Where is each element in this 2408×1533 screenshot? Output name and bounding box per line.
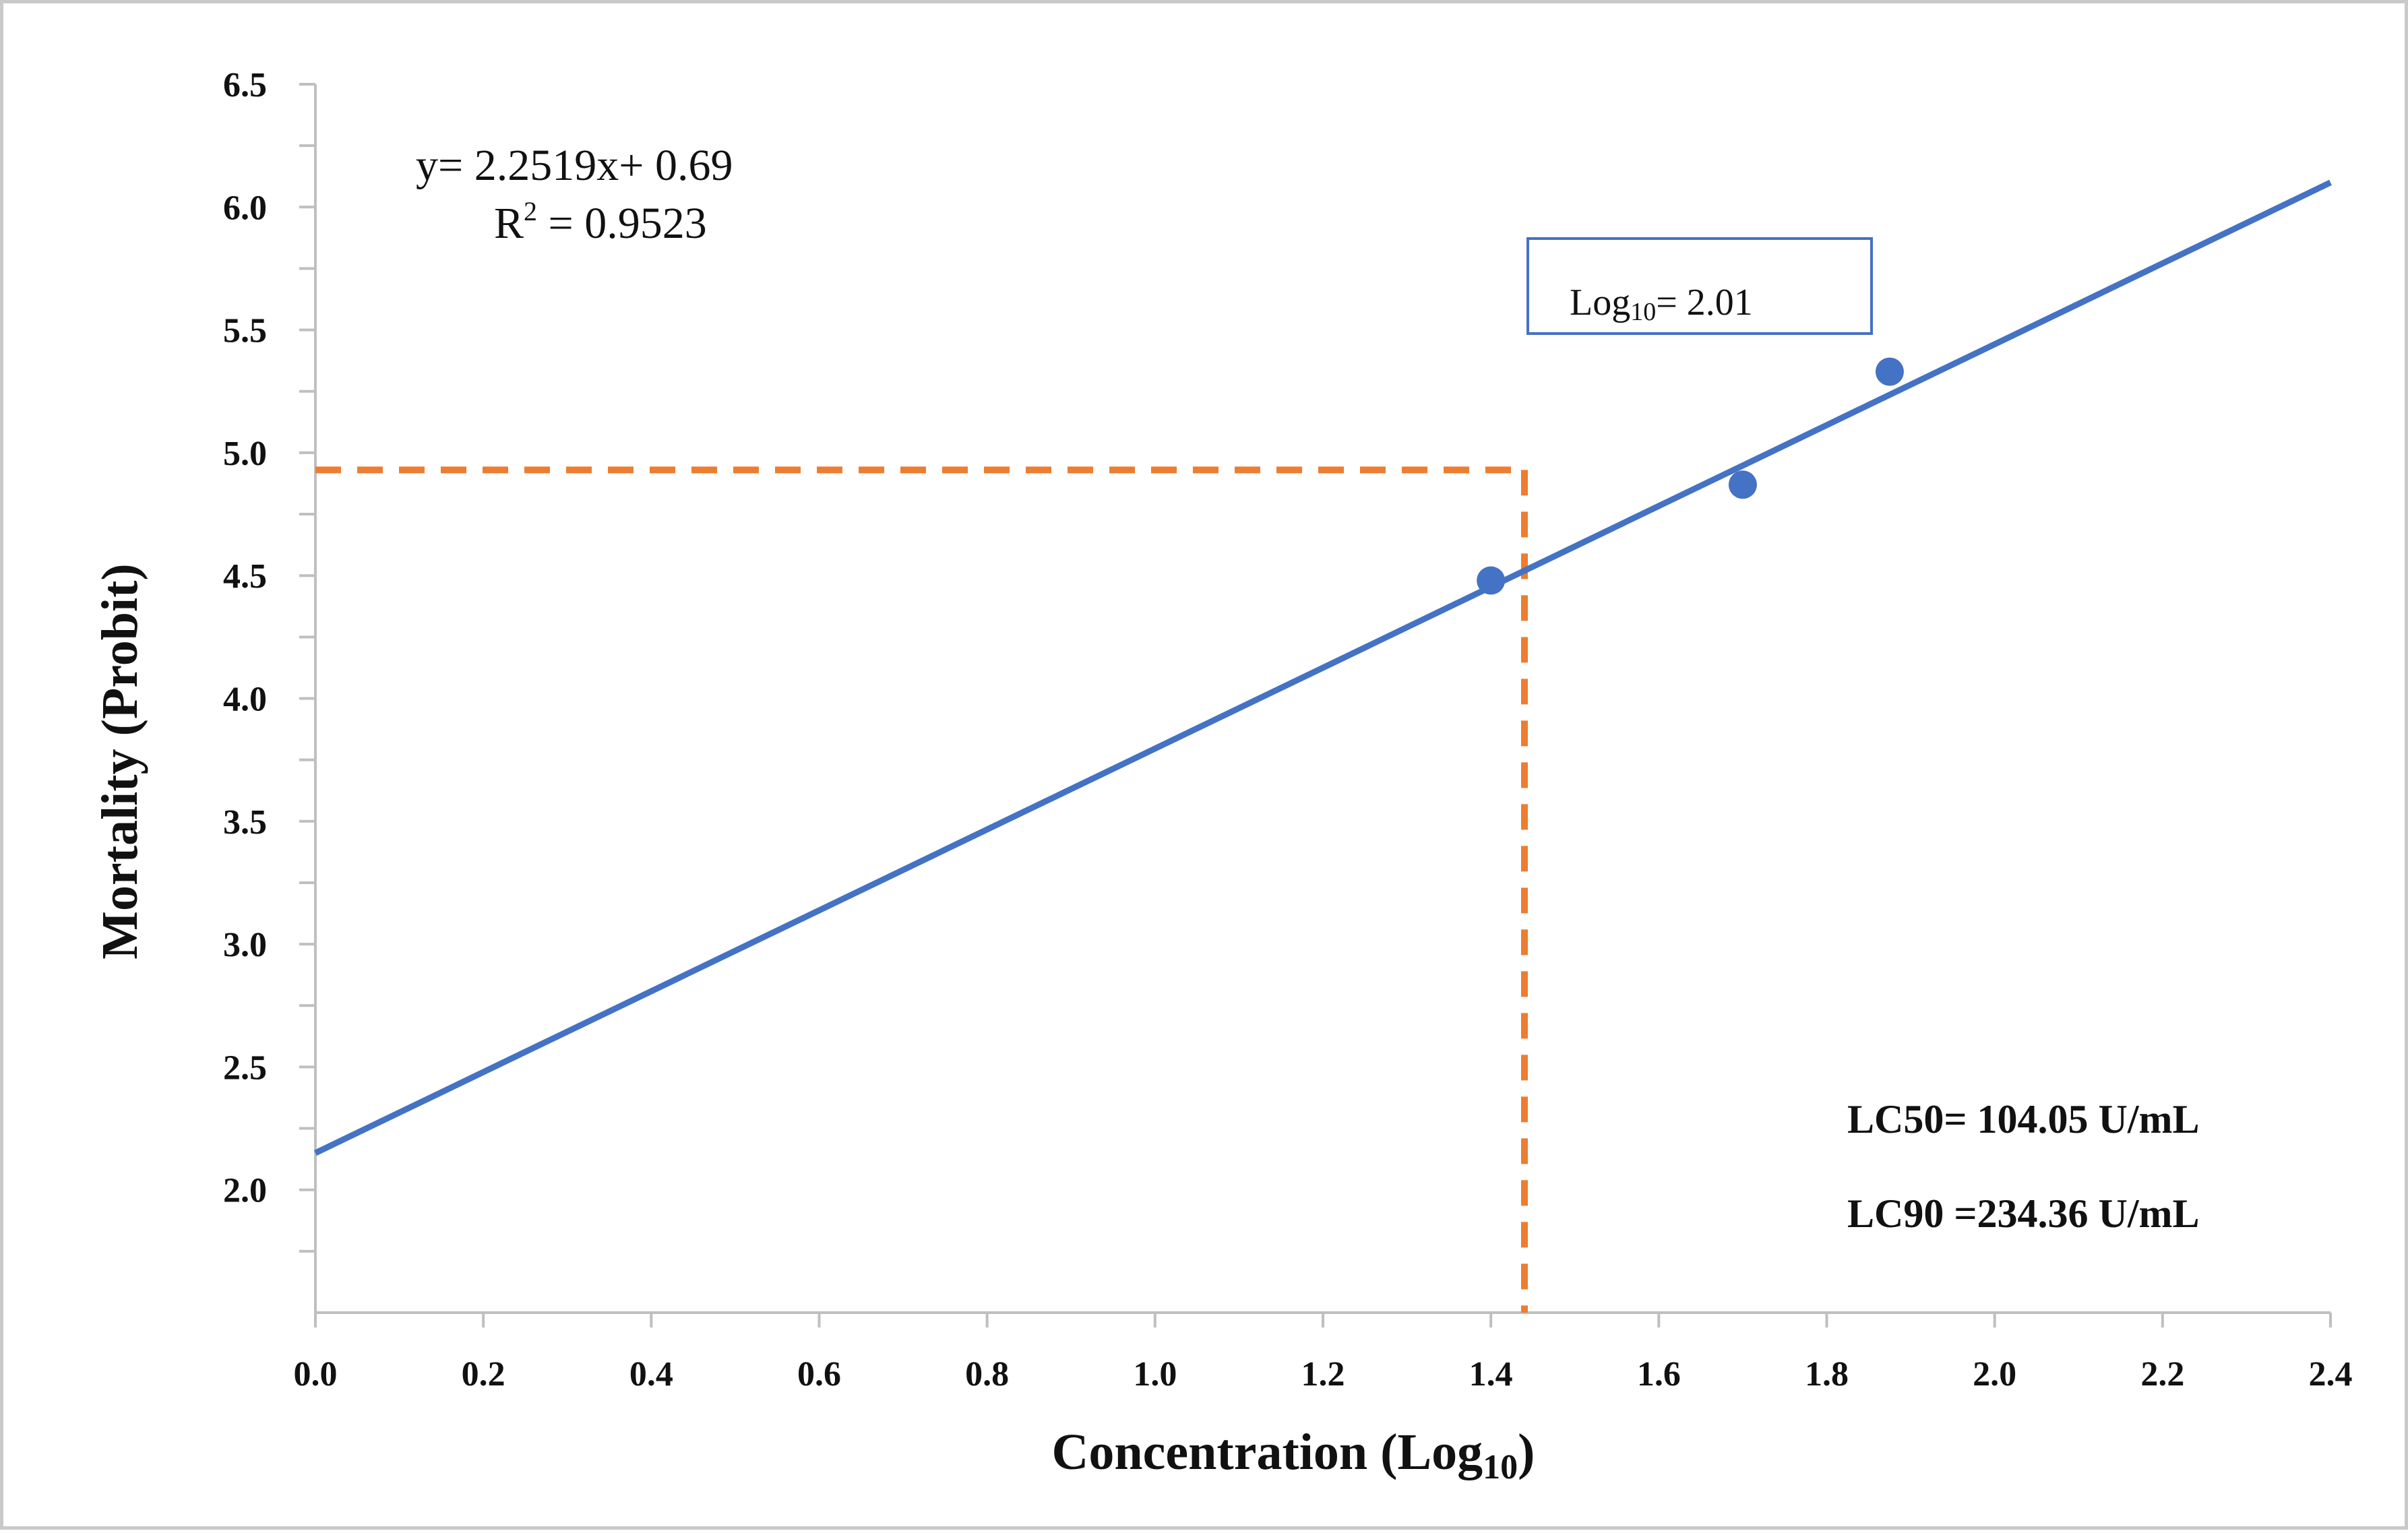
x-tick-label: 0.4 [629,1355,673,1394]
y-tick-label: 3.5 [223,803,267,842]
x-tick-label: 1.6 [1637,1355,1681,1394]
y-tick-label: 5.0 [223,435,267,473]
y-axis-title: Mortality (Probit) [92,563,148,959]
tick-labels: 2.0 2.5 3.0 3.5 4.0 4.5 5.0 5.5 6.0 6.5 0.0 0.2 0.4 0… [223,66,2353,1394]
regression-line [314,179,2332,1156]
y-tick-label: 6.0 [223,189,267,227]
regression-line-group [314,179,2332,1156]
x-tick-label: 0.2 [462,1355,505,1394]
log10-callout-label: Log10= 2.01 [1570,282,1753,326]
x-tick-label: 0.8 [965,1355,1009,1394]
x-tick-label: 2.2 [2140,1355,2184,1394]
y-tick-label: 2.5 [223,1049,267,1087]
r-squared-label: R2 = 0.9523 [494,196,707,248]
x-tick-label: 2.0 [1973,1355,2016,1394]
x-tick-label: 1.2 [1301,1355,1345,1394]
y-tick-label: 5.5 [223,312,267,350]
x-tick-label: 1.4 [1469,1355,1513,1394]
x-tick-label: 0.0 [294,1355,338,1394]
x-tick-label: 1.0 [1133,1355,1177,1394]
x-tick-label: 2.4 [2309,1355,2353,1394]
axes [299,83,2332,1327]
lc90-label: LC90 =234.36 U/mL [1847,1191,2200,1236]
y-tick-label: 4.5 [223,557,267,596]
x-tick-label: 0.6 [797,1355,841,1394]
y-tick-label: 3.0 [223,926,267,964]
x-tick-label: 1.8 [1805,1355,1849,1394]
y-tick-label: 6.5 [223,66,267,104]
probit-chart: 2.0 2.5 3.0 3.5 4.0 4.5 5.0 5.5 6.0 6.5 0.0 0.2 0.4 0… [92,66,2353,1487]
log10-callout-box [1526,237,1873,335]
lc50-reference-lines [315,466,1528,1313]
y-tick-label: 4.0 [223,681,267,719]
lc50-label: LC50= 104.05 U/mL [1847,1097,2200,1141]
data-point [1728,470,1757,499]
data-point [1875,357,1904,386]
data-points [1477,357,1904,595]
y-tick-label: 2.0 [223,1172,267,1210]
x-axis-title: Concentration (Log10) [1052,1424,1535,1487]
data-point [1477,566,1506,595]
equation-label: y= 2.2519x+ 0.69 [416,141,733,190]
